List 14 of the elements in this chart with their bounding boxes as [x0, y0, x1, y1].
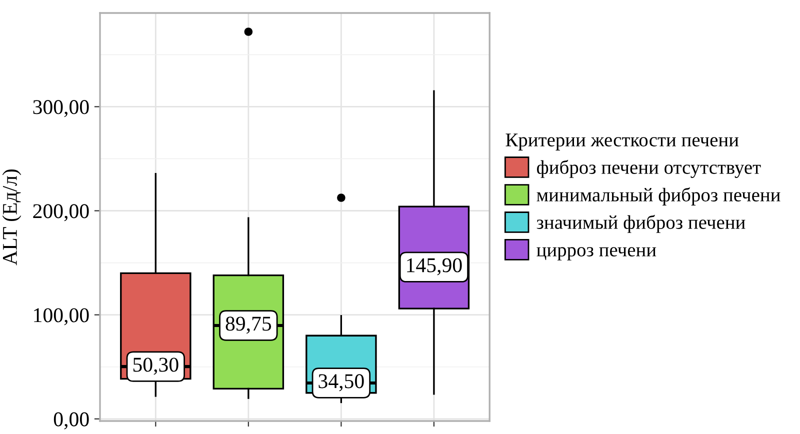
- y-tick-label: 300,00: [33, 100, 89, 118]
- text: 50,30: [133, 358, 178, 375]
- text: 145,90: [407, 258, 462, 276]
- y-tick-label: 0,00: [54, 412, 89, 430]
- y-tick-label: 100,00: [34, 308, 89, 326]
- legend-label: цирроз печени: [536, 247, 656, 260]
- y-tick-label: 200,00: [33, 204, 89, 222]
- legend-label: минимальный фиброз печени: [536, 187, 780, 206]
- text: 34,50: [318, 374, 364, 392]
- legend-label: фиброз печени отсутствует: [536, 160, 761, 178]
- legend-label: значимый фиброз печени: [536, 214, 746, 233]
- text: 89,75: [226, 316, 272, 334]
- y-axis-title: ALT (Ед/л): [2, 170, 22, 266]
- legend-title: Критерии жесткости печени: [506, 134, 739, 150]
